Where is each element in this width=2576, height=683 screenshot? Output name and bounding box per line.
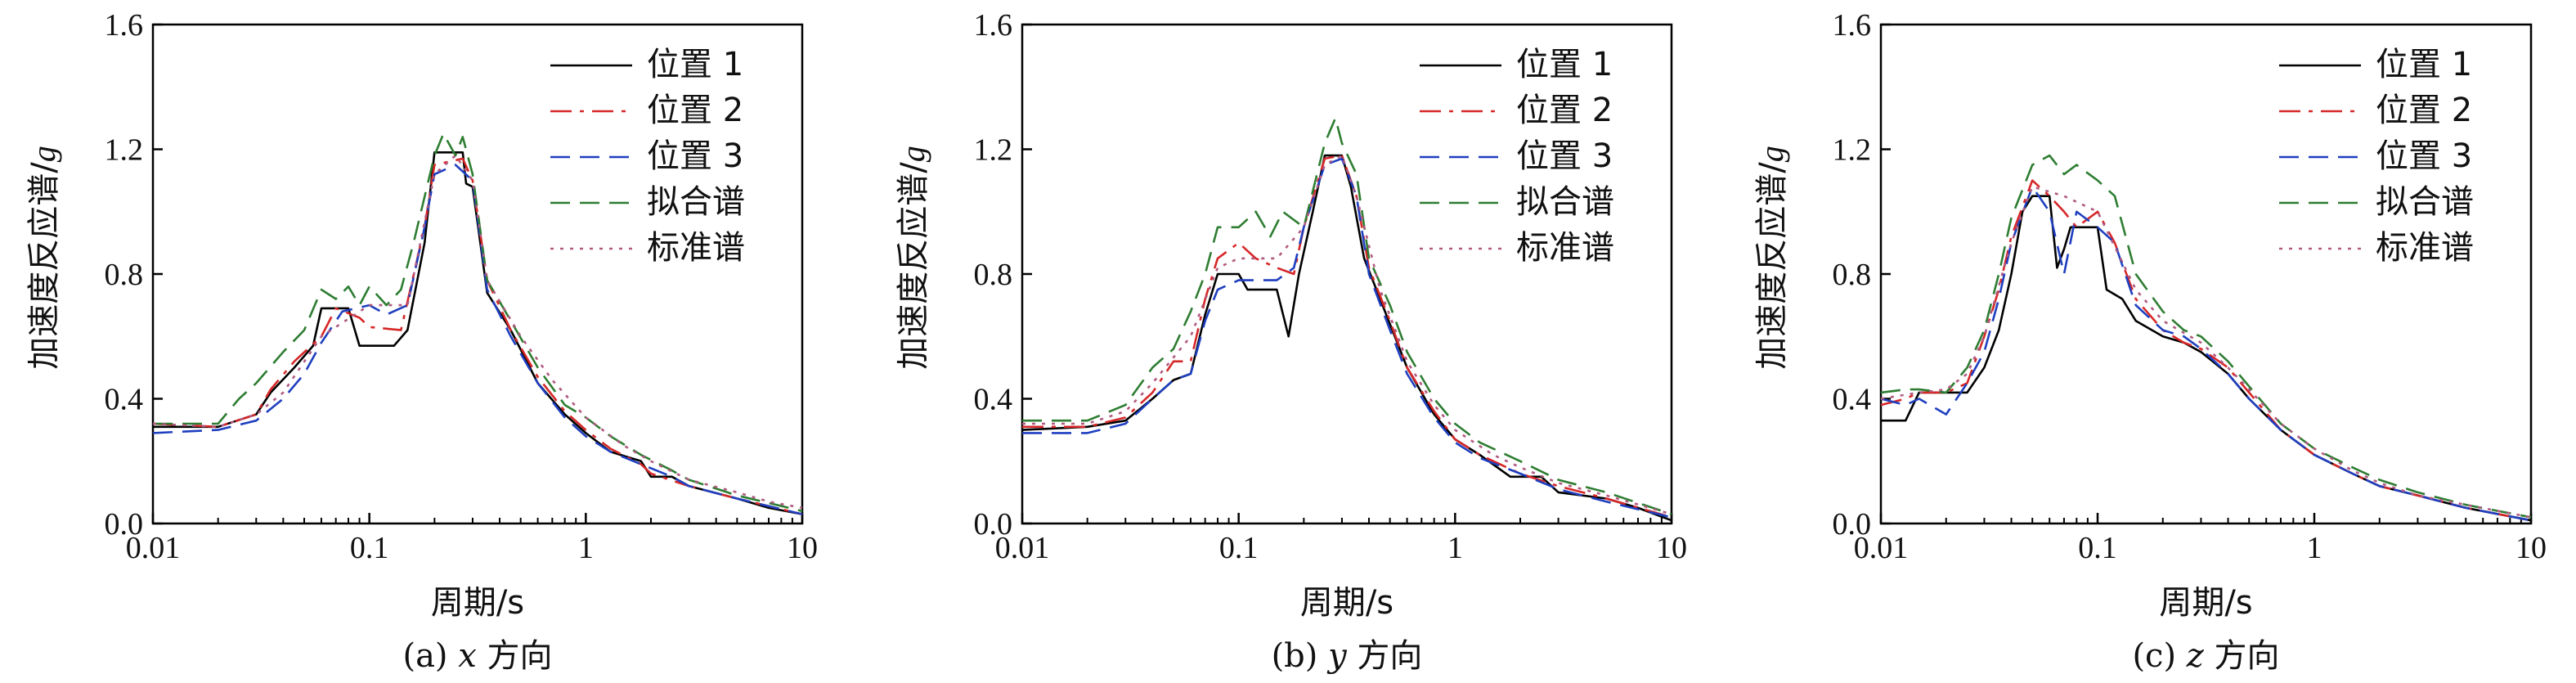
series-line-4	[1880, 154, 2532, 519]
y-tick-label: 0.4	[105, 383, 144, 417]
y-tick-label: 0.8	[105, 258, 144, 292]
x-axis-label: 周期/s	[2159, 584, 2252, 622]
chart-panel-1: 0.0 0.4 0.8 1.2 1.6 0.01 0.1 1 10 位置 1 位置 2 位置 3 拟合谱…	[895, 8, 1687, 675]
y-tick-label: 1.2	[1833, 133, 1872, 168]
y-axis-label-unit: g	[895, 146, 931, 162]
x-tick-label: 10	[787, 531, 818, 565]
x-tick-label: 0.1	[350, 531, 389, 565]
x-tick-label: 1	[1447, 531, 1463, 565]
legend-label-5: 标准谱	[2376, 229, 2474, 267]
legend-label-3: 位置 3	[1516, 137, 1613, 175]
legend-label-1: 位置 1	[647, 46, 743, 83]
chart-panel-2: 0.0 0.4 0.8 1.2 1.6 0.01 0.1 1 10 位置 1 位置 2 位置 3 拟合谱…	[1753, 8, 2547, 675]
series-line-4	[153, 133, 803, 513]
series-line-3	[1880, 186, 2532, 522]
legend-label-2: 位置 2	[1516, 92, 1613, 129]
x-tick-label: 0.1	[2078, 531, 2117, 565]
legend-label-3: 位置 3	[647, 137, 743, 175]
x-tick-label: 0.1	[1219, 531, 1259, 565]
y-tick-label: 0.4	[974, 383, 1013, 417]
legend-label-2: 位置 2	[2376, 92, 2472, 129]
series-line-1	[153, 151, 803, 515]
legend-label-1: 位置 1	[1516, 46, 1613, 83]
caption-direction: 方向	[2204, 637, 2280, 675]
y-tick-label: 0.0	[105, 507, 144, 541]
y-tick-label: 0.8	[974, 258, 1013, 292]
x-tick-label: 0.01	[1854, 531, 1909, 565]
caption-letter: (a)	[402, 637, 458, 675]
caption-letter: (c)	[2132, 637, 2186, 675]
y-tick-label: 1.2	[974, 133, 1013, 168]
y-axis-label: 加速度反应谱/g	[895, 146, 932, 369]
y-tick-label: 1.6	[1833, 8, 1872, 43]
panel-caption: (a) x 方向	[402, 637, 552, 675]
caption-axis: y	[1326, 637, 1348, 675]
x-tick-label: 10	[1656, 531, 1687, 565]
caption-direction: 方向	[477, 637, 553, 675]
series-line-4	[1022, 117, 1672, 515]
y-axis-label-text: 加速度反应谱/	[895, 162, 932, 370]
y-tick-label: 1.2	[105, 133, 144, 168]
y-axis-label-text: 加速度反应谱/	[25, 162, 63, 370]
y-tick-label: 0.4	[1833, 383, 1872, 417]
chart-panel-0: 0.0 0.4 0.8 1.2 1.6 0.01 0.1 1 10 位置 1 位置 2 位置 3 拟合谱…	[25, 8, 818, 675]
y-axis-label: 加速度反应谱/g	[1753, 146, 1791, 369]
y-tick-label: 0.0	[1833, 507, 1872, 541]
series-line-2	[1022, 154, 1672, 519]
y-tick-label: 1.6	[974, 8, 1013, 43]
y-axis-label-text: 加速度反应谱/	[1753, 162, 1791, 370]
legend-label-4: 拟合谱	[1516, 183, 1614, 221]
y-axis-label: 加速度反应谱/g	[25, 146, 63, 369]
y-axis-label-unit: g	[25, 146, 62, 162]
panel-caption: (c) z 方向	[2132, 637, 2279, 675]
x-axis-label: 周期/s	[431, 584, 524, 622]
legend-label-5: 标准谱	[647, 229, 745, 267]
legend-label-4: 拟合谱	[2376, 183, 2474, 221]
x-tick-label: 10	[2515, 531, 2547, 565]
y-tick-label: 1.6	[105, 8, 144, 43]
caption-letter: (b)	[1272, 637, 1329, 675]
x-tick-label: 1	[2307, 531, 2322, 565]
x-tick-label: 0.01	[995, 531, 1050, 565]
x-tick-label: 1	[578, 531, 594, 565]
caption-direction: 方向	[1347, 637, 1423, 675]
legend-label-4: 拟合谱	[647, 183, 745, 221]
legend-label-3: 位置 3	[2376, 137, 2472, 175]
caption-axis: x	[458, 637, 477, 675]
legend-label-5: 标准谱	[1516, 229, 1614, 267]
legend-label-1: 位置 1	[2376, 46, 2472, 83]
y-axis-label-unit: g	[1753, 146, 1790, 162]
y-tick-label: 0.0	[974, 507, 1013, 541]
caption-axis: z	[2186, 637, 2205, 675]
x-tick-label: 0.01	[126, 531, 181, 565]
series-line-3	[152, 164, 803, 515]
panel-caption: (b) y 方向	[1272, 637, 1423, 675]
x-axis-label: 周期/s	[1300, 584, 1393, 622]
series-line-2	[152, 157, 803, 515]
legend-label-2: 位置 2	[647, 92, 743, 129]
y-tick-label: 0.8	[1833, 258, 1872, 292]
